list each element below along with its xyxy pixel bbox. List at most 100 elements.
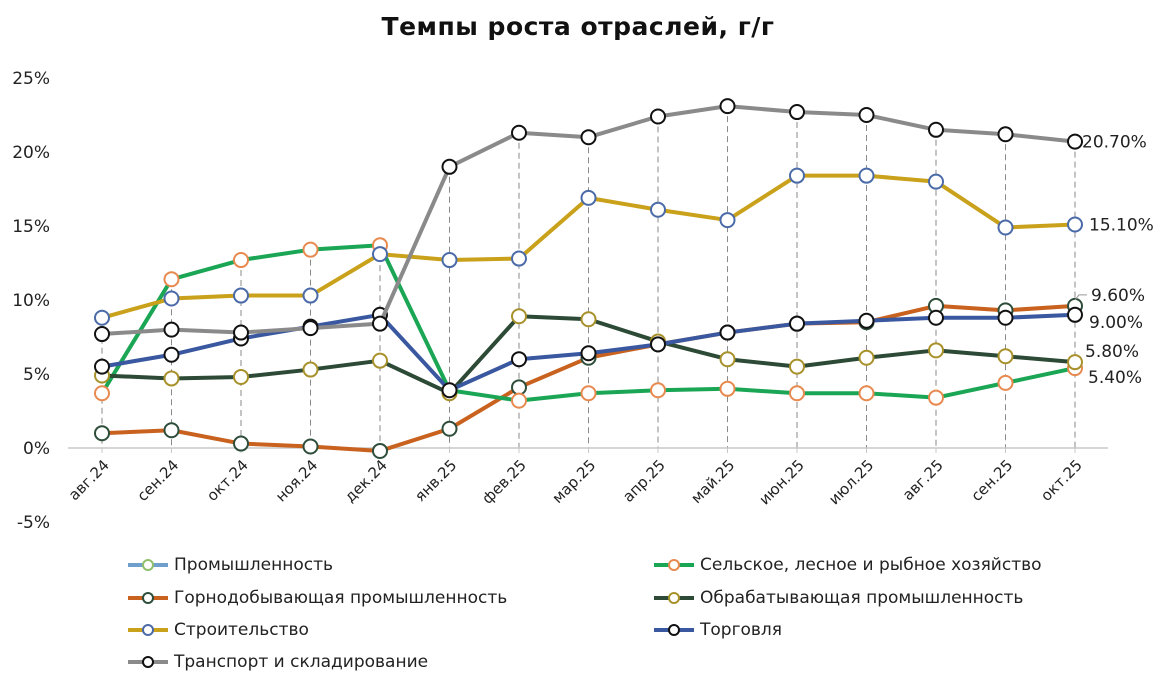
data-point-marker: [233, 368, 249, 385]
data-point-marker: [511, 392, 527, 409]
data-point-marker: [94, 326, 110, 343]
end-value-labels: 20.70% 15.10% 9.60% 9.00% 5.80% 5.40%: [1074, 133, 1154, 388]
data-point-marker: [858, 107, 875, 123]
data-point-marker: [789, 167, 805, 184]
data-point-marker: [163, 346, 180, 363]
legend-line-marker-icon: [654, 592, 694, 604]
series-line: [94, 308, 1083, 402]
data-point-marker: [580, 385, 597, 402]
data-point-marker: [233, 435, 249, 452]
data-point-marker: [858, 349, 875, 366]
data-point-marker: [233, 324, 249, 341]
data-point-marker: [163, 422, 180, 439]
x-tick-label: сен.24: [133, 456, 182, 505]
data-point-marker: [997, 309, 1014, 326]
data-point-marker: [94, 309, 110, 326]
data-point-marker: [789, 385, 805, 402]
x-tick-label: апр.25: [619, 456, 669, 506]
data-point-marker: [719, 98, 736, 115]
y-tick-label: 10%: [12, 291, 50, 311]
data-point-marker: [441, 382, 458, 399]
legend-item: Горнодобывающая промышленность: [126, 588, 507, 608]
data-point-marker: [511, 250, 527, 267]
data-point-marker: [650, 336, 666, 353]
legend-item: Строительство: [126, 620, 309, 640]
data-point-marker: [858, 167, 875, 184]
data-point-marker: [789, 358, 805, 375]
legend-label: Промышленность: [174, 555, 334, 575]
legend-label: Обрабатывающая промышленность: [700, 588, 1024, 608]
data-point-marker: [719, 212, 736, 229]
data-point-marker: [163, 290, 180, 307]
x-tick-label: сен.25: [967, 456, 1016, 505]
series-lines: [94, 98, 1083, 459]
data-point-marker: [94, 358, 110, 375]
data-point-marker: [511, 308, 527, 325]
y-axis: 25% 20% 15% 10% 5% 0% -5%: [12, 69, 50, 533]
x-tick-label: авг.24: [65, 456, 113, 504]
data-point-marker: [997, 219, 1014, 236]
data-point-marker: [302, 320, 319, 337]
legend-item: Сельское, лесное и рыбное хозяйство: [652, 555, 1042, 575]
data-point-marker: [233, 287, 249, 304]
data-point-marker: [1067, 354, 1083, 371]
x-tick-label: дек.24: [341, 456, 391, 506]
x-tick-label: май.25: [687, 456, 738, 507]
data-point-marker: [858, 385, 875, 402]
x-tick-label: авг.25: [899, 456, 947, 504]
data-point-marker: [163, 370, 180, 387]
data-point-marker: [928, 309, 944, 326]
legend-line-marker-icon: [128, 559, 168, 571]
data-point-marker: [928, 173, 944, 190]
data-point-marker: [928, 389, 944, 406]
data-point-marker: [580, 129, 597, 146]
y-tick-label: -5%: [17, 513, 50, 533]
data-point-marker: [580, 345, 597, 362]
data-point-marker: [441, 420, 458, 437]
end-value-label: 20.70%: [1082, 133, 1147, 153]
legend-label: Транспорт и складирование: [174, 652, 429, 672]
chart-title: Темпы роста отраслей, г/г: [381, 12, 775, 41]
data-point-marker: [928, 342, 944, 359]
data-point-marker: [441, 252, 458, 269]
x-tick-label: фев.25: [478, 456, 529, 507]
end-value-label: 5.40%: [1088, 368, 1142, 388]
data-point-marker: [650, 108, 666, 125]
legend-line-marker-icon: [654, 559, 694, 571]
data-point-marker: [650, 382, 666, 399]
series-line: [94, 98, 1083, 343]
legend-line-marker-icon: [128, 624, 168, 636]
legend-item: Обрабатывающая промышленность: [652, 588, 1023, 608]
data-point-marker: [163, 321, 180, 338]
data-point-marker: [719, 324, 736, 341]
data-point-marker: [302, 361, 319, 378]
y-tick-label: 0%: [23, 439, 50, 459]
data-point-marker: [1067, 133, 1083, 150]
data-point-marker: [858, 312, 875, 329]
legend-item: Транспорт и складирование: [126, 652, 428, 672]
legend-label: Строительство: [174, 620, 309, 640]
data-point-marker: [997, 126, 1014, 143]
x-tick-label: июн.25: [755, 456, 807, 508]
data-point-marker: [372, 352, 388, 369]
data-point-marker: [997, 374, 1014, 391]
y-tick-label: 20%: [12, 143, 50, 163]
legend-label: Горнодобывающая промышленность: [174, 588, 508, 608]
data-point-marker: [789, 315, 805, 332]
data-point-marker: [650, 201, 666, 218]
data-point-marker: [719, 351, 736, 368]
legend-line-marker-icon: [654, 624, 694, 636]
x-tick-label: ноя.24: [272, 456, 321, 505]
end-value-label: 9.00%: [1089, 313, 1143, 333]
x-tick-label: окт.24: [203, 456, 252, 505]
legend-item: Промышленность: [126, 555, 333, 575]
data-point-marker: [1067, 306, 1083, 323]
x-tick-label: мар.25: [548, 456, 599, 507]
legend-label: Сельское, лесное и рыбное хозяйство: [700, 555, 1042, 575]
data-point-marker: [372, 246, 388, 263]
data-point-marker: [580, 311, 597, 328]
end-value-label: 5.80%: [1085, 342, 1139, 362]
data-point-marker: [511, 351, 527, 368]
y-tick-label: 5%: [23, 365, 50, 385]
data-point-marker: [302, 241, 319, 258]
